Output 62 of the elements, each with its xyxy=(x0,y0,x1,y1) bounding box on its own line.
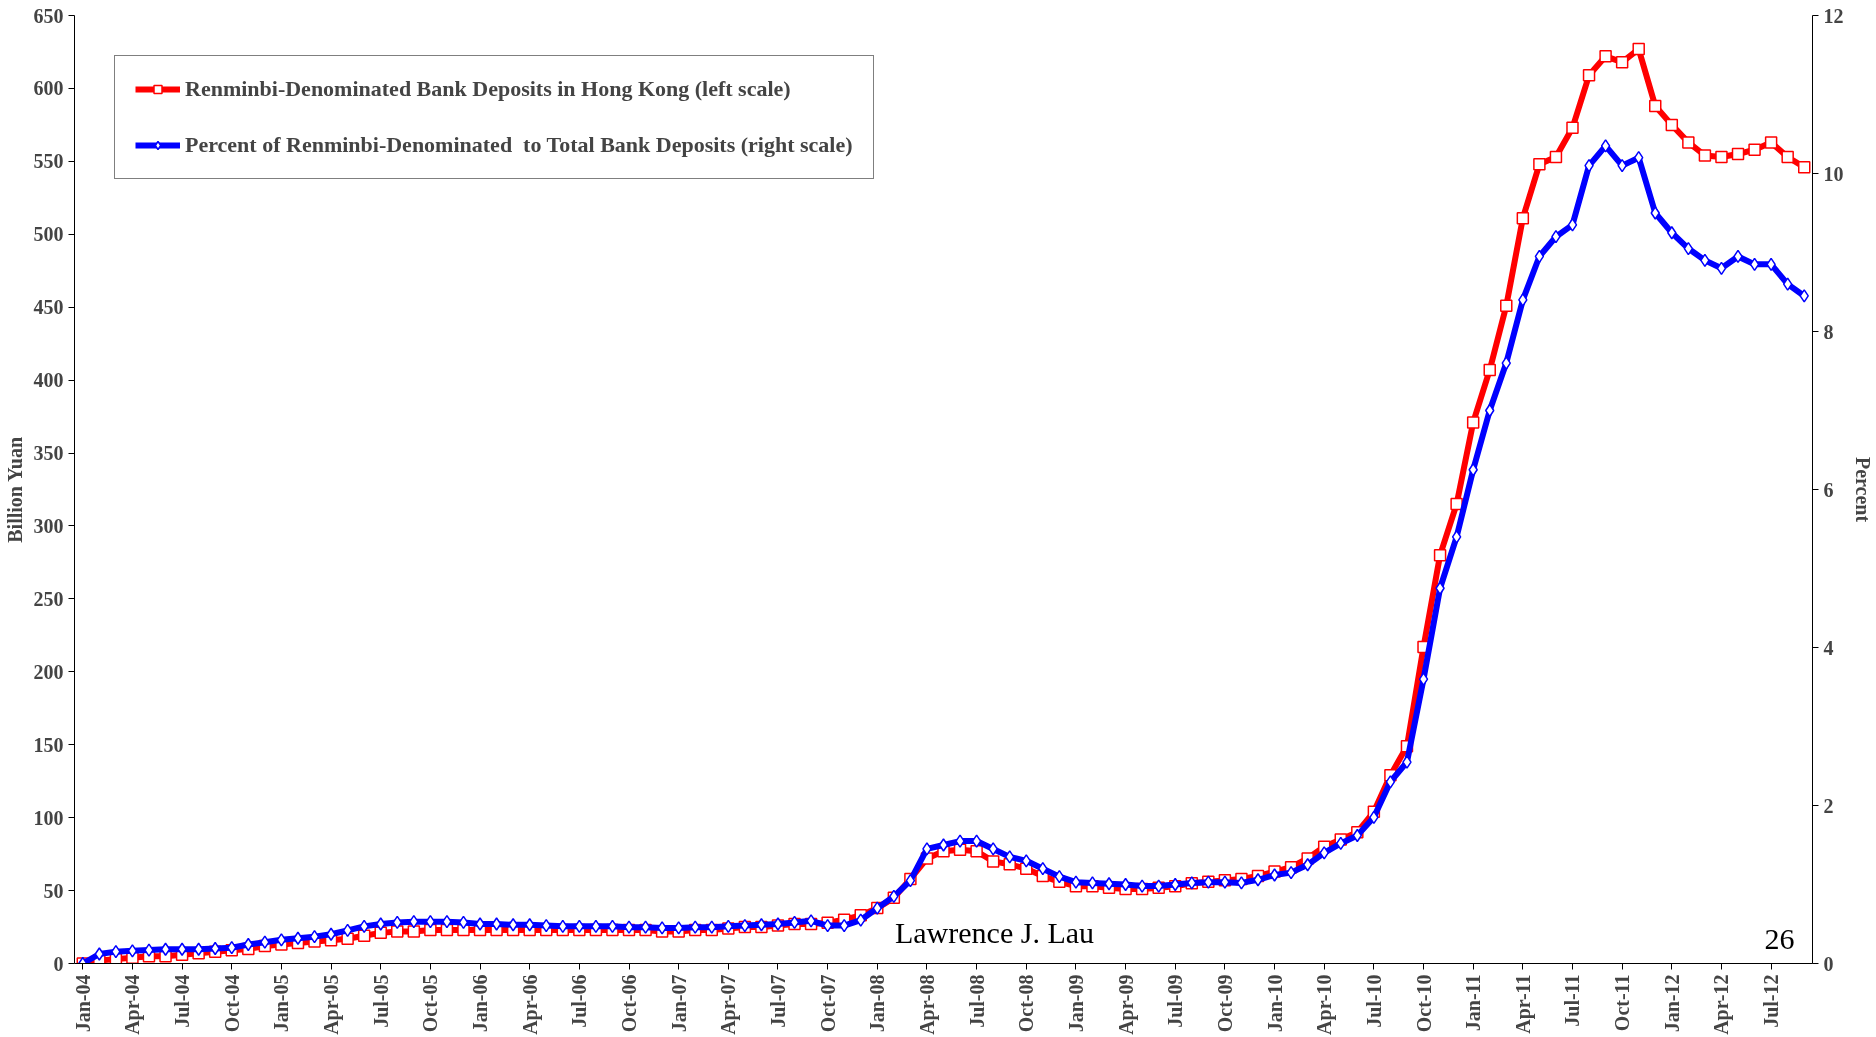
y-tick-label: 600 xyxy=(33,77,64,100)
x-tick-label: Jan-07 xyxy=(667,974,690,1033)
x-tick-label: Apr-12 xyxy=(1710,974,1734,1035)
x-tick-label: Jan-05 xyxy=(270,974,293,1033)
y-tick-label: 200 xyxy=(33,660,64,683)
x-tick-label: Oct-07 xyxy=(816,974,839,1033)
y2-tick-label: 2 xyxy=(1823,794,1834,817)
x-tick-label: Oct-11 xyxy=(1611,974,1634,1032)
x-tick-label: Oct-10 xyxy=(1412,974,1435,1033)
y2-tick-label: 10 xyxy=(1823,162,1844,185)
y2-tick-label: 12 xyxy=(1823,4,1844,27)
y-tick-label: 500 xyxy=(33,223,64,246)
y-axis-title: Billion Yuan xyxy=(3,436,26,543)
x-tick-label: Jul-05 xyxy=(369,974,392,1028)
x-tick-label: Jul-10 xyxy=(1362,974,1385,1028)
x-tick-label: Jul-12 xyxy=(1760,974,1783,1028)
x-tick-label: Jul-09 xyxy=(1164,974,1187,1028)
y2-tick-label: 8 xyxy=(1823,320,1834,343)
x-tick-label: Jan-06 xyxy=(469,974,492,1033)
x-tick-label: Jul-07 xyxy=(766,974,789,1028)
x-tick-label: Oct-05 xyxy=(419,974,442,1033)
y-tick-label: 300 xyxy=(33,514,64,537)
x-tick-label: Apr-10 xyxy=(1313,974,1337,1035)
y-tick-label: 450 xyxy=(33,296,64,319)
x-tick-label: Oct-08 xyxy=(1015,974,1038,1033)
y-tick-label: 550 xyxy=(33,150,64,173)
annotation: Lawrence J. Lau xyxy=(894,915,1095,949)
x-tick-label: Jul-08 xyxy=(965,974,988,1028)
y2-tick-label: 0 xyxy=(1823,952,1834,975)
x-tick-label: Oct-04 xyxy=(220,974,243,1033)
y-tick-label: 250 xyxy=(33,587,64,610)
x-tick-label: Apr-07 xyxy=(717,974,741,1035)
x-tick-label: Jan-04 xyxy=(71,974,94,1033)
y-tick-label: 150 xyxy=(33,733,64,756)
legend-label: Percent of Renminbi-Denominated to Total Bank Deposits (right scale) xyxy=(185,132,853,158)
x-tick-label: Jan-10 xyxy=(1263,974,1286,1033)
y-tick-label: 0 xyxy=(53,952,64,975)
x-tick-label: Apr-05 xyxy=(320,974,344,1035)
x-tick-label: Apr-06 xyxy=(518,974,542,1035)
y-tick-label: 100 xyxy=(33,806,64,829)
x-tick-label: Jan-11 xyxy=(1462,974,1485,1032)
y-tick-label: 400 xyxy=(33,369,64,392)
y2-axis-title: Percent xyxy=(1851,456,1874,523)
x-tick-label: Apr-09 xyxy=(1114,974,1138,1035)
y-tick-label: 350 xyxy=(33,442,64,465)
y-tick-label: 650 xyxy=(33,4,64,27)
x-tick-label: Jan-09 xyxy=(1064,974,1087,1033)
y-tick-label: 50 xyxy=(43,879,64,902)
x-tick-label: Apr-04 xyxy=(121,974,145,1035)
x-tick-label: Jan-12 xyxy=(1660,974,1683,1033)
x-tick-label: Jul-04 xyxy=(171,974,194,1028)
x-tick-label: Jul-06 xyxy=(568,974,591,1028)
x-tick-label: Oct-06 xyxy=(618,974,641,1033)
x-tick-label: Jan-08 xyxy=(866,974,889,1033)
x-tick-label: Oct-09 xyxy=(1213,974,1236,1033)
legend-label: Renminbi-Denominated Bank Deposits in Hong Kong (left scale) xyxy=(185,76,791,102)
x-tick-label: Apr-08 xyxy=(915,974,939,1035)
y2-tick-label: 6 xyxy=(1823,478,1834,501)
x-tick-label: Jul-11 xyxy=(1561,974,1584,1027)
x-tick-label: Apr-11 xyxy=(1511,974,1535,1034)
annotation: 26 xyxy=(1764,921,1795,955)
y2-tick-label: 4 xyxy=(1823,636,1834,659)
